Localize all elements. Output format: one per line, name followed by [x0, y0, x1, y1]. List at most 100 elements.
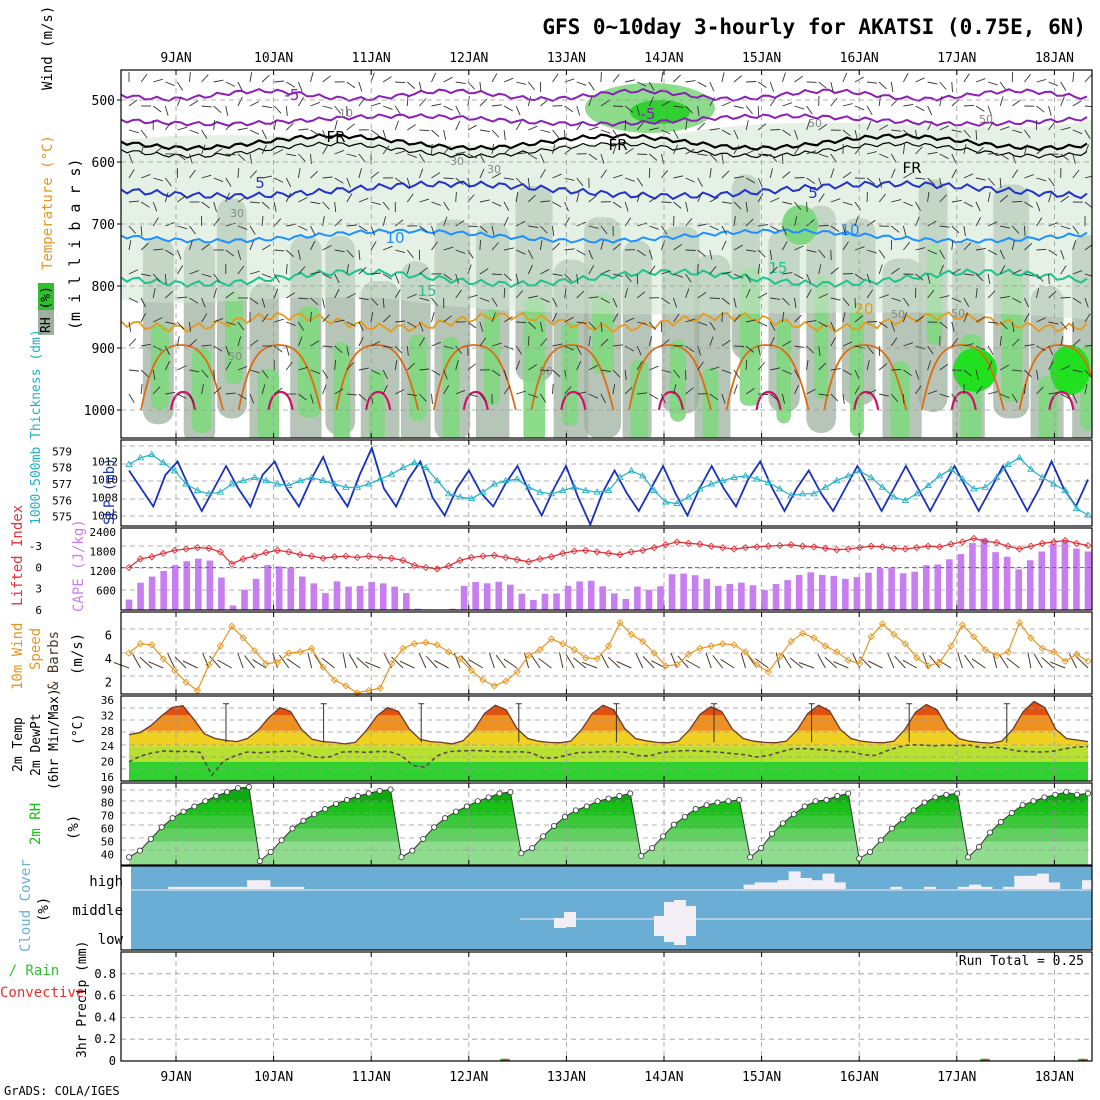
wind-barb	[491, 144, 495, 155]
wind-barb	[987, 221, 998, 227]
wind-barb	[491, 172, 502, 179]
thickness-marker	[422, 463, 430, 471]
wind-barb	[201, 384, 204, 395]
wind-barb	[830, 198, 841, 203]
wind-barb	[600, 153, 605, 164]
wind-barb	[394, 273, 400, 284]
rh2m-marker	[703, 802, 710, 809]
wind10-marker	[627, 630, 635, 639]
wind-barb	[1084, 144, 1090, 155]
wind-barb	[878, 345, 881, 357]
wind-barb-10m	[217, 659, 232, 669]
wind-barb	[697, 345, 702, 356]
wind-barb	[152, 201, 158, 212]
wind-barb	[237, 167, 240, 179]
wind-barb	[709, 225, 720, 231]
wind-barb	[1072, 240, 1077, 251]
wind-barb	[1000, 295, 1011, 299]
wind-barb	[298, 153, 306, 162]
wind-barb-10m	[356, 657, 370, 669]
wind-barb	[963, 73, 970, 83]
wind-barb	[649, 153, 658, 161]
wind-barb	[781, 225, 787, 236]
wind-barb-10m	[278, 654, 290, 669]
date-label-top: 11JAN	[352, 51, 391, 66]
wind-barb	[322, 273, 332, 279]
cape-bar	[888, 567, 895, 610]
wind-barb	[370, 312, 374, 323]
wind-barb	[552, 173, 562, 179]
cape-bar	[842, 578, 849, 610]
cape-bar	[252, 578, 260, 610]
rh2m-marker	[670, 821, 677, 828]
wind-barb-10m	[391, 656, 404, 669]
wind-barb	[878, 363, 888, 371]
wind-barb	[685, 201, 689, 212]
contour-25	[628, 344, 712, 411]
rh2m-marker	[224, 789, 231, 796]
wind-barb	[697, 292, 707, 299]
thickness-marker	[182, 480, 190, 487]
wind-barb	[273, 105, 282, 114]
wind-barb	[673, 129, 679, 139]
wind-barb	[322, 105, 333, 110]
wind-barb	[419, 393, 427, 402]
wind-barb	[697, 105, 700, 116]
wind-barb	[225, 249, 235, 257]
wind-barb	[733, 244, 743, 251]
wind-barb	[854, 315, 863, 323]
wind-barb	[1084, 369, 1092, 378]
wind-barb	[503, 216, 509, 227]
wind-barb	[189, 338, 198, 347]
wind-barb	[298, 393, 307, 401]
lifted-index-marker	[639, 546, 647, 555]
wind-barb	[516, 390, 526, 395]
wind-barb	[987, 273, 991, 284]
wind-barb	[830, 267, 839, 275]
wind-barb	[818, 225, 829, 227]
wind-barb	[1011, 393, 1018, 403]
wind-barb	[1011, 225, 1020, 234]
wind-barb	[830, 321, 836, 332]
cloud-high-bar	[766, 882, 779, 889]
wind-barb	[648, 96, 654, 107]
rh-shade-mid	[849, 303, 864, 437]
wind-barb	[588, 96, 593, 107]
wind-barb	[625, 79, 635, 83]
cape-bar	[946, 559, 953, 610]
wind-barb	[903, 129, 911, 138]
lifted-index-marker	[570, 547, 578, 555]
rh2m-tick-label: 80	[101, 797, 114, 810]
wind-barb	[806, 388, 816, 395]
cloud-high-bar	[799, 878, 812, 889]
lifted-index-marker	[365, 552, 373, 560]
wind-barb	[915, 201, 921, 211]
wind-barb	[201, 201, 210, 209]
rh2m-marker	[245, 783, 252, 790]
rh-shade-mid	[368, 369, 385, 438]
thickness-marker	[570, 483, 579, 490]
wind10-marker	[844, 656, 852, 664]
rh2m-marker	[714, 799, 721, 806]
wind-barb	[648, 321, 656, 331]
wind-barb	[963, 273, 974, 276]
cape-bar	[668, 574, 676, 610]
wind-barb	[830, 368, 841, 371]
wind-barb-10m	[342, 652, 347, 669]
cape-bar	[171, 565, 179, 610]
cape-bar	[1050, 543, 1057, 610]
rh2m-marker	[649, 845, 656, 852]
wind-barb	[733, 345, 745, 347]
wind-barb	[552, 383, 554, 395]
wind-barb	[249, 339, 259, 347]
wind-barb	[153, 248, 164, 251]
rh2m-ylabel-l1: 2m RH	[28, 803, 44, 845]
wind-barb	[576, 192, 580, 203]
wind-barb	[999, 96, 1004, 107]
wind-barb	[394, 289, 401, 299]
wind-barb	[334, 177, 344, 184]
thickness-marker	[399, 463, 407, 471]
wind-barb	[588, 153, 598, 161]
wind-barb	[1048, 391, 1059, 395]
